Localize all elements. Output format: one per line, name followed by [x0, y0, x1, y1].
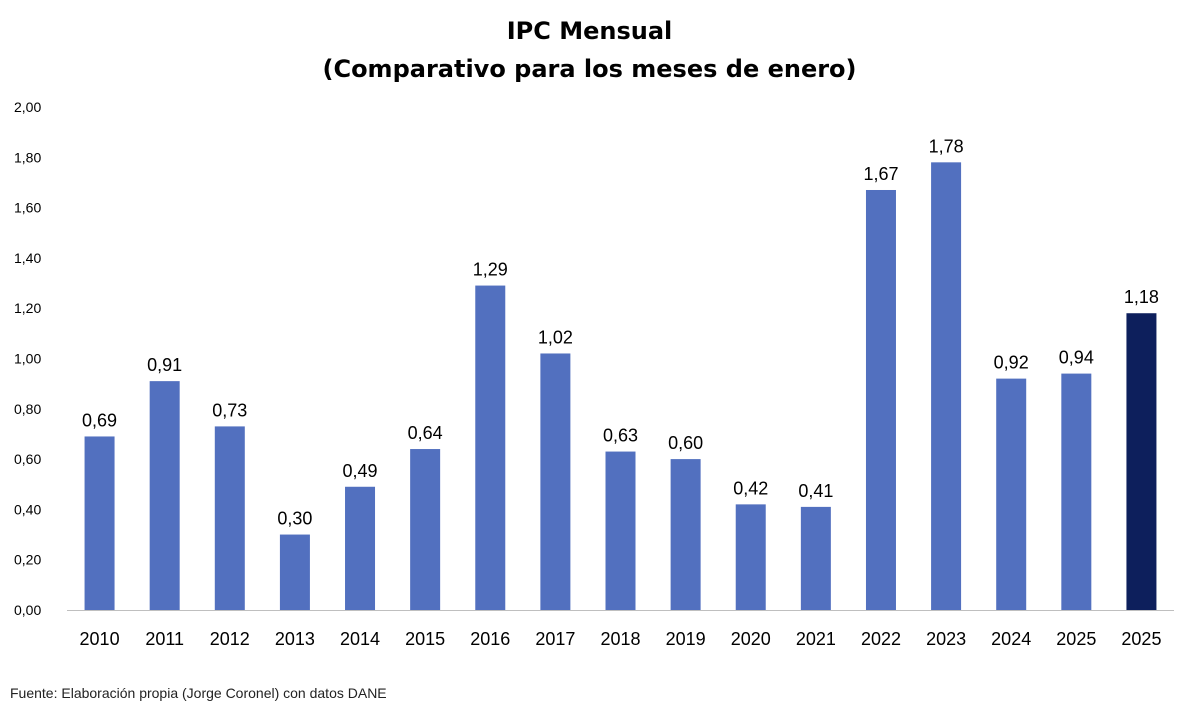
x-tick-label: 2013	[275, 629, 315, 649]
x-tick-label: 2025	[1121, 629, 1161, 649]
data-label: 1,67	[863, 164, 898, 184]
data-label: 1,18	[1124, 287, 1159, 307]
x-tick-label: 2024	[991, 629, 1031, 649]
source-note: Fuente: Elaboración propia (Jorge Corone…	[10, 685, 387, 701]
x-tick-label: 2022	[861, 629, 901, 649]
x-tick-label: 2016	[470, 629, 510, 649]
data-label: 0,91	[147, 355, 182, 375]
x-tick-label: 2014	[340, 629, 380, 649]
data-label: 0,41	[798, 481, 833, 501]
bar	[735, 504, 766, 610]
data-label: 0,73	[212, 400, 247, 420]
data-label: 1,78	[929, 136, 964, 156]
y-tick-label: 1,80	[14, 149, 41, 165]
bar	[84, 436, 115, 610]
data-label: 0,64	[408, 423, 443, 443]
bar	[865, 189, 896, 610]
x-tick-label: 2019	[666, 629, 706, 649]
y-tick-label: 0,20	[14, 552, 41, 568]
bar	[214, 426, 245, 610]
y-tick-label: 0,60	[14, 451, 41, 467]
chart-subtitle: (Comparativo para los meses de enero)	[322, 55, 857, 83]
data-label: 1,29	[473, 260, 508, 280]
chart-title-block: IPC Mensual (Comparativo para los meses …	[0, 12, 1179, 88]
bar	[540, 353, 571, 610]
x-tick-label: 2020	[731, 629, 771, 649]
x-tick-label: 2025	[1056, 629, 1096, 649]
y-tick-label: 1,00	[14, 351, 41, 367]
x-tick-label: 2011	[145, 629, 184, 649]
bar	[279, 534, 310, 610]
data-label: 0,69	[82, 410, 117, 430]
x-tick-label: 2023	[926, 629, 966, 649]
data-label: 0,60	[668, 433, 703, 453]
data-label: 0,42	[733, 478, 768, 498]
x-tick-label: 2012	[210, 629, 250, 649]
bar	[345, 486, 376, 610]
y-tick-label: 0,00	[14, 602, 41, 618]
bar	[605, 451, 636, 610]
x-tick-label: 2017	[535, 629, 575, 649]
y-tick-label: 0,40	[14, 501, 41, 517]
bar	[670, 459, 701, 610]
x-tick-label: 2010	[80, 629, 120, 649]
data-label: 0,92	[994, 353, 1029, 373]
data-label: 1,02	[538, 327, 573, 347]
x-tick-label: 2018	[600, 629, 640, 649]
bar	[149, 381, 180, 610]
chart-title: IPC Mensual	[506, 17, 673, 45]
y-tick-label: 1,40	[14, 250, 41, 266]
y-tick-label: 1,20	[14, 300, 41, 316]
y-tick-label: 0,80	[14, 401, 41, 417]
bar	[800, 506, 831, 610]
bar	[475, 285, 506, 610]
bar	[410, 449, 441, 610]
bar	[931, 162, 962, 610]
bar	[1061, 373, 1092, 610]
y-tick-label: 2,00	[14, 99, 41, 115]
x-tick-label: 2021	[796, 629, 836, 649]
bar	[996, 378, 1027, 610]
data-label: 0,94	[1059, 348, 1094, 368]
bar	[1126, 313, 1157, 610]
data-label: 0,63	[603, 426, 638, 446]
data-label: 0,49	[343, 461, 378, 481]
data-label: 0,30	[277, 509, 312, 529]
y-tick-label: 1,60	[14, 200, 41, 216]
x-tick-label: 2015	[405, 629, 445, 649]
